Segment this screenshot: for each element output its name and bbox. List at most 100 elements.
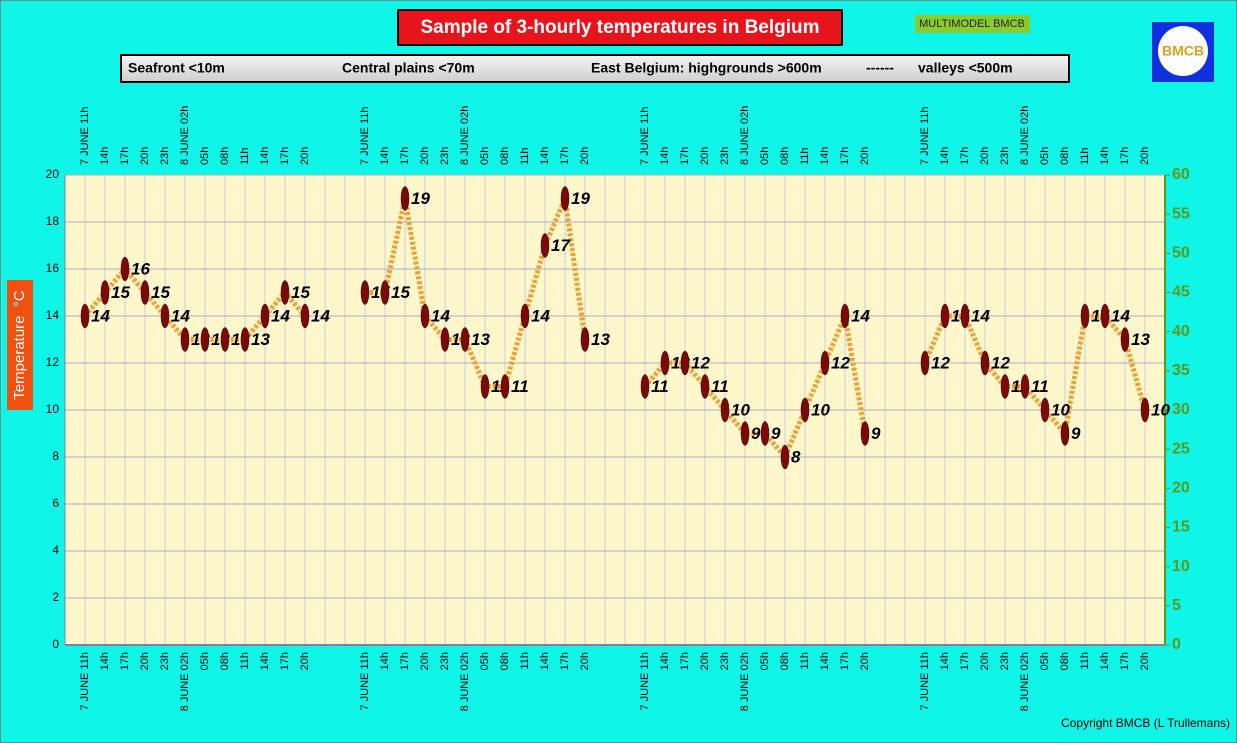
x-tick-label-top: 14h (1099, 147, 1111, 165)
data-label: 12 (831, 353, 850, 372)
data-label: 15 (291, 283, 310, 302)
data-label: 14 (311, 306, 330, 325)
x-tick-label: 08h (499, 652, 511, 670)
x-tick-label: 11h (799, 652, 811, 670)
x-tick-label-top: 7 JUNE 11h (79, 107, 91, 166)
x-tick-label-top: 8 JUNE 02h (179, 106, 191, 165)
data-label: 11 (511, 377, 529, 396)
x-tick-label-top: 8 JUNE 02h (1019, 106, 1031, 165)
x-tick-label: 8 JUNE 02h (459, 652, 471, 711)
x-tick-label: 20h (859, 652, 871, 670)
x-tick-label: 23h (159, 652, 171, 670)
x-tick-label: 14h (939, 652, 951, 670)
x-tick-label: 17h (959, 652, 971, 670)
point (420, 303, 430, 329)
y-tick-label: 4 (52, 543, 59, 557)
data-label: 16 (131, 259, 150, 278)
point (440, 327, 450, 352)
point (920, 350, 930, 376)
point (720, 397, 730, 423)
point (820, 350, 830, 376)
x-tick-label-top: 05h (199, 147, 211, 165)
data-label: 9 (871, 424, 881, 443)
data-label: 14 (431, 306, 450, 325)
x-tick-label-top: 14h (99, 147, 111, 165)
x-tick-label-top: 23h (999, 147, 1011, 165)
data-label: 13 (591, 330, 610, 349)
point (840, 303, 850, 329)
x-tick-label-top: 23h (439, 147, 451, 165)
y-tick-label: 20 (46, 167, 60, 181)
y2-tick-label: 15 (1172, 519, 1190, 536)
x-tick-label-top: 14h (659, 147, 671, 165)
point (740, 421, 750, 446)
legend-box (120, 54, 1070, 83)
x-tick-label-top: 17h (119, 147, 131, 165)
point (380, 280, 390, 305)
point (700, 374, 710, 399)
point (680, 350, 690, 376)
x-tick-label-top: 08h (499, 147, 511, 165)
y-tick-label: 14 (46, 308, 60, 322)
x-tick-label-top: 08h (1059, 147, 1071, 165)
x-tick-label-top: 11h (1079, 147, 1091, 165)
y-label-box (7, 280, 33, 410)
point (360, 280, 370, 305)
point (80, 303, 90, 329)
x-tick-label-top: 17h (1119, 147, 1131, 165)
x-tick-label-top: 8 JUNE 02h (739, 106, 751, 165)
x-tick-label: 05h (759, 652, 771, 670)
point (780, 444, 790, 470)
x-tick-label: 14h (539, 652, 551, 670)
point (960, 303, 970, 329)
data-label: 17 (551, 236, 571, 255)
data-label: 8 (791, 447, 801, 466)
y-tick-label: 12 (46, 355, 60, 369)
point (1040, 397, 1050, 423)
x-tick-label: 7 JUNE 11h (639, 652, 651, 711)
legend-item: ------ (866, 60, 894, 76)
x-tick-label: 8 JUNE 02h (739, 652, 751, 711)
point (200, 327, 210, 352)
x-tick-label: 17h (399, 652, 411, 670)
point (480, 374, 490, 399)
y-tick-label: 6 (52, 496, 59, 510)
legend-item: Central plains <70m (342, 60, 475, 76)
x-tick-label: 14h (259, 652, 271, 670)
x-tick-label-top: 14h (539, 147, 551, 165)
point (140, 280, 150, 305)
x-tick-label-top: 14h (939, 147, 951, 165)
point (280, 280, 290, 305)
point (460, 327, 470, 352)
x-tick-label: 20h (299, 652, 311, 670)
x-tick-label: 08h (1059, 652, 1071, 670)
x-tick-label-top: 14h (379, 147, 391, 165)
x-tick-label-top: 17h (959, 147, 971, 165)
x-tick-label-top: 20h (699, 147, 711, 165)
x-tick-label: 23h (999, 652, 1011, 670)
x-tick-label-top: 20h (859, 147, 871, 165)
data-label: 9 (1071, 424, 1081, 443)
x-tick-label-top: 05h (1039, 147, 1051, 165)
data-label: 14 (531, 306, 550, 325)
point (260, 303, 270, 329)
badge-box (915, 15, 1030, 33)
data-label: 14 (91, 306, 110, 325)
point (980, 350, 990, 376)
data-label: 12 (931, 353, 950, 372)
x-tick-label: 7 JUNE 11h (79, 652, 91, 711)
x-tick-label: 05h (1039, 652, 1051, 670)
x-tick-label-top: 7 JUNE 11h (639, 107, 651, 166)
data-label: 12 (991, 353, 1010, 372)
point (300, 303, 310, 329)
x-tick-label-top: 05h (759, 147, 771, 165)
point (940, 303, 950, 329)
data-label: 11 (1031, 377, 1049, 396)
data-label: 11 (711, 377, 729, 396)
x-tick-label: 20h (579, 652, 591, 670)
point (760, 421, 770, 446)
x-tick-label-top: 20h (299, 147, 311, 165)
point (1100, 303, 1110, 329)
data-label: 15 (151, 283, 170, 302)
point (180, 327, 190, 352)
